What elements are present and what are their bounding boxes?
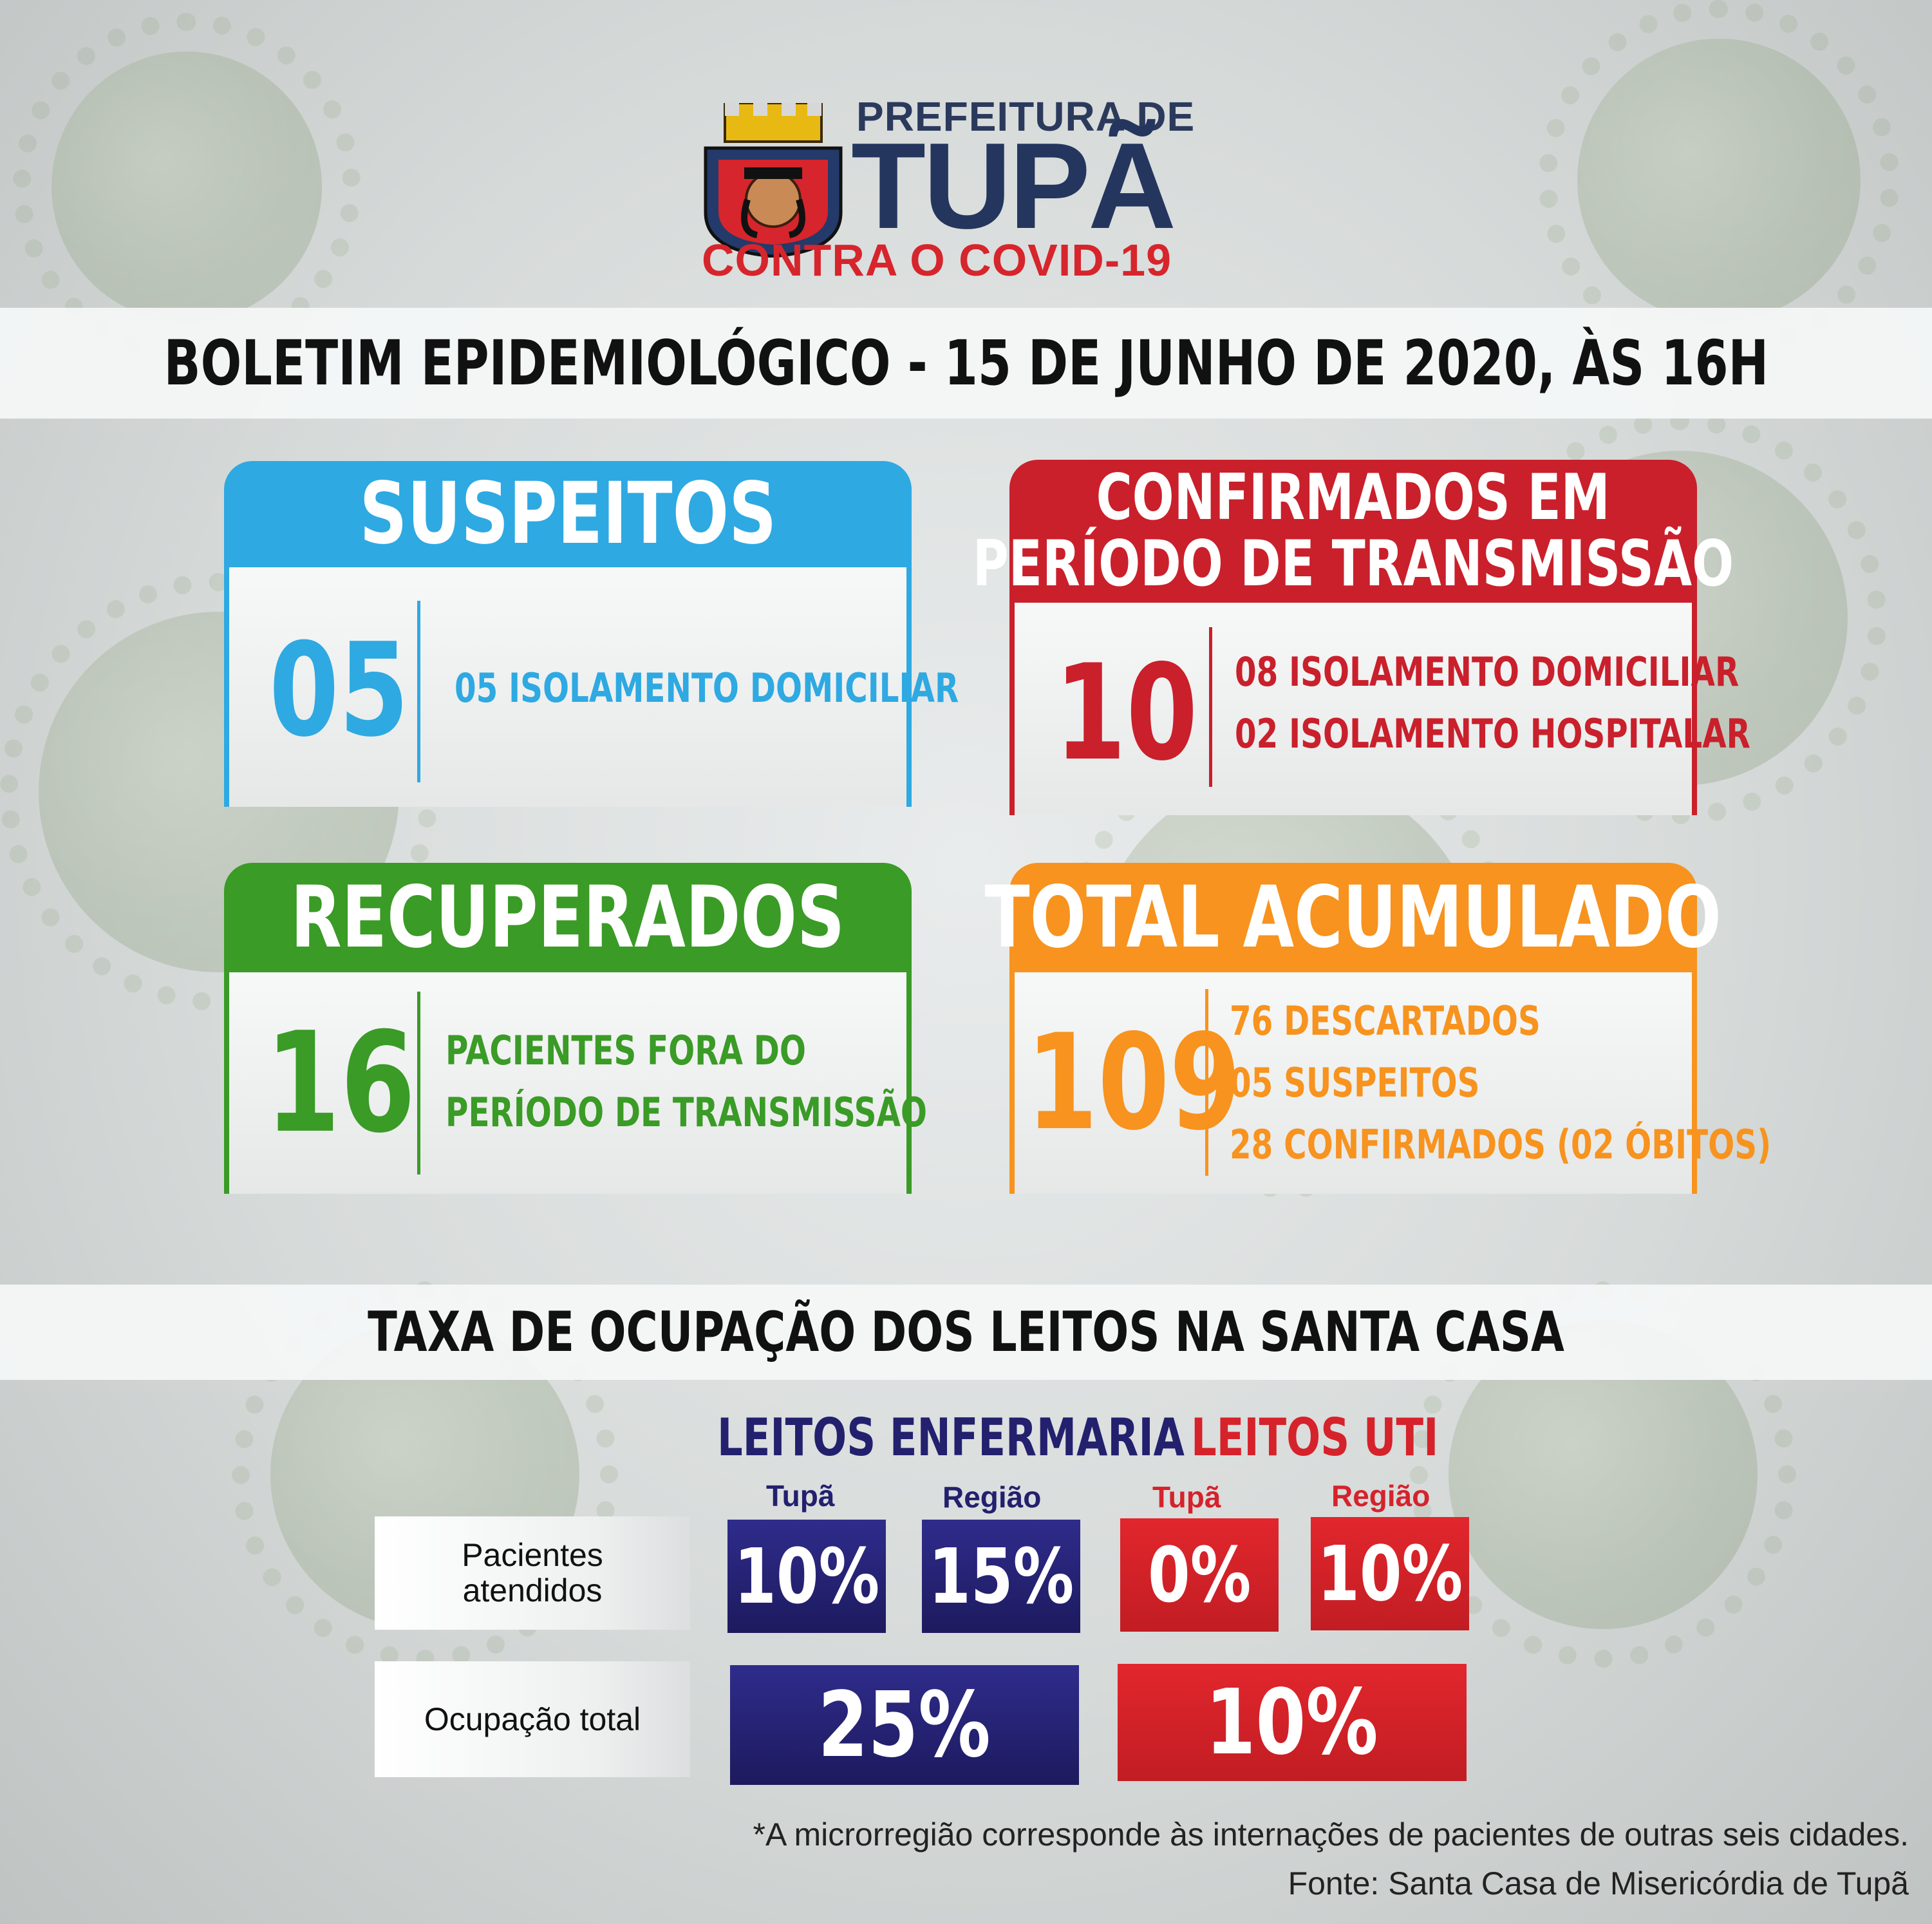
occupancy-title-band: TAXA DE OCUPAÇÃO DOS LEITOS NA SANTA CAS… (0, 1285, 1932, 1380)
occupancy-title: TAXA DE OCUPAÇÃO DOS LEITOS NA SANTA CAS… (368, 1300, 1564, 1364)
detail-line: 08 ISOLAMENTO DOMICILIAR (1235, 648, 1740, 695)
enfermaria-regiao-value: 15% (928, 1532, 1074, 1621)
uti-sub-regiao: Região (1331, 1479, 1430, 1513)
card-recuperados-value: 16 (265, 1002, 416, 1164)
uti-tupa-cell: 0% (1120, 1518, 1279, 1632)
virus-bg-icon (1539, 0, 1899, 361)
enfermaria-sub-tupa: Tupã (766, 1479, 835, 1513)
card-confirmados-title-line1: CONFIRMADOS EM (1096, 461, 1611, 535)
enfermaria-total-cell: 25% (730, 1665, 1079, 1785)
city-crest-icon (704, 103, 843, 258)
card-confirmados-details: 08 ISOLAMENTO DOMICILIAR 02 ISOLAMENTO H… (1235, 641, 1750, 765)
card-total-header: TOTAL ACUMULADO (985, 863, 1721, 972)
card-suspeitos-body: 05 05 ISOLAMENTO DOMICILIAR (224, 567, 959, 807)
city-name: TUPÃ (851, 118, 1176, 254)
card-confirmados-body: 10 08 ISOLAMENTO DOMICILIAR 02 ISOLAMENT… (1009, 603, 1750, 815)
uti-heading: LEITOS UTI (1191, 1408, 1439, 1467)
card-recuperados-header: RECUPERADOS (224, 863, 912, 972)
card-suspeitos: SUSPEITOS 05 05 ISOLAMENTO DOMICILIAR (224, 461, 959, 807)
card-total-title: TOTAL ACUMULADO (984, 867, 1722, 967)
card-total-body: 109 76 DESCARTADOS 05 SUSPEITOS 28 CONFI… (1009, 972, 1771, 1194)
card-total-value: 109 (1026, 1006, 1241, 1160)
row-label-ocupacao-total: Ocupação total (375, 1661, 690, 1777)
uti-regiao-cell: 10% (1311, 1517, 1469, 1630)
enfermaria-tupa-cell: 10% (727, 1520, 886, 1633)
card-recuperados-body: 16 PACIENTES FORA DO PERÍODO DE TRANSMIS… (224, 972, 927, 1194)
uti-tupa-value: 0% (1147, 1531, 1252, 1619)
detail-line: 28 CONFIRMADOS (02 ÓBITOS) (1230, 1121, 1772, 1169)
campaign-label: CONTRA O COVID-19 (702, 235, 1172, 285)
detail-line: 05 SUSPEITOS (1230, 1059, 1480, 1107)
row-label-pacientes: Pacientes atendidos (375, 1516, 690, 1630)
detail-line: 05 ISOLAMENTO DOMICILIAR (455, 665, 959, 712)
card-recuperados: RECUPERADOS 16 PACIENTES FORA DO PERÍODO… (224, 863, 927, 1194)
card-suspeitos-header: SUSPEITOS (224, 461, 912, 567)
prefeitura-label: PREFEITURA DE (856, 93, 1196, 140)
detail-line: 02 ISOLAMENTO HOSPITALAR (1235, 710, 1750, 758)
enfermaria-tupa-value: 10% (734, 1532, 879, 1621)
uti-total-value: 10% (1205, 1670, 1379, 1775)
enfermaria-regiao-cell: 15% (922, 1520, 1080, 1633)
card-recuperados-details: PACIENTES FORA DO PERÍODO DE TRANSMISSÃO (445, 1020, 927, 1144)
uti-total-cell: 10% (1118, 1664, 1467, 1781)
source-note: Fonte: Santa Casa de Misericórdia de Tup… (1288, 1865, 1909, 1901)
divider (1209, 627, 1212, 787)
divider (417, 601, 420, 782)
bulletin-title: BOLETIM EPIDEMIOLÓGICO - 15 DE JUNHO DE … (164, 327, 1768, 399)
card-confirmados-header: CONFIRMADOS EM PERÍODO DE TRANSMISSÃO (973, 460, 1734, 603)
detail-line: 76 DESCARTADOS (1230, 997, 1541, 1044)
card-total-details: 76 DESCARTADOS 05 SUSPEITOS 28 CONFIRMAD… (1230, 990, 1771, 1176)
card-suspeitos-value: 05 (269, 616, 409, 766)
divider (1205, 989, 1208, 1176)
card-total-acumulado: TOTAL ACUMULADO 109 76 DESCARTADOS 05 SU… (985, 863, 1771, 1194)
footnote: *A microrregião corresponde às internaçõ… (753, 1816, 1909, 1853)
enfermaria-heading: LEITOS ENFERMARIA (717, 1408, 1185, 1467)
detail-line: PERÍODO DE TRANSMISSÃO (445, 1089, 928, 1136)
uti-regiao-value: 10% (1317, 1529, 1463, 1618)
card-recuperados-title: RECUPERADOS (290, 867, 845, 967)
enfermaria-sub-regiao: Região (943, 1480, 1042, 1514)
card-suspeitos-title: SUSPEITOS (359, 464, 776, 564)
row-label-pacientes-line1: Pacientes (462, 1537, 603, 1573)
row-label-pacientes-line2: atendidos (462, 1572, 603, 1608)
divider (417, 992, 420, 1174)
bulletin-title-band: BOLETIM EPIDEMIOLÓGICO - 15 DE JUNHO DE … (0, 308, 1932, 419)
prefeitura-logo: PREFEITURA DE TUPÃ CONTRA O COVID-19 (689, 46, 1243, 291)
card-confirmados: CONFIRMADOS EM PERÍODO DE TRANSMISSÃO 10… (973, 460, 1750, 815)
card-suspeitos-details: 05 ISOLAMENTO DOMICILIAR (455, 657, 959, 719)
virus-bg-icon (13, 13, 361, 361)
uti-sub-tupa: Tupã (1152, 1480, 1221, 1514)
card-confirmados-title-line2: PERÍODO DE TRANSMISSÃO (972, 527, 1734, 601)
enfermaria-total-value: 25% (818, 1672, 991, 1778)
detail-line: PACIENTES FORA DO (445, 1027, 807, 1074)
card-confirmados-value: 10 (1055, 637, 1198, 790)
